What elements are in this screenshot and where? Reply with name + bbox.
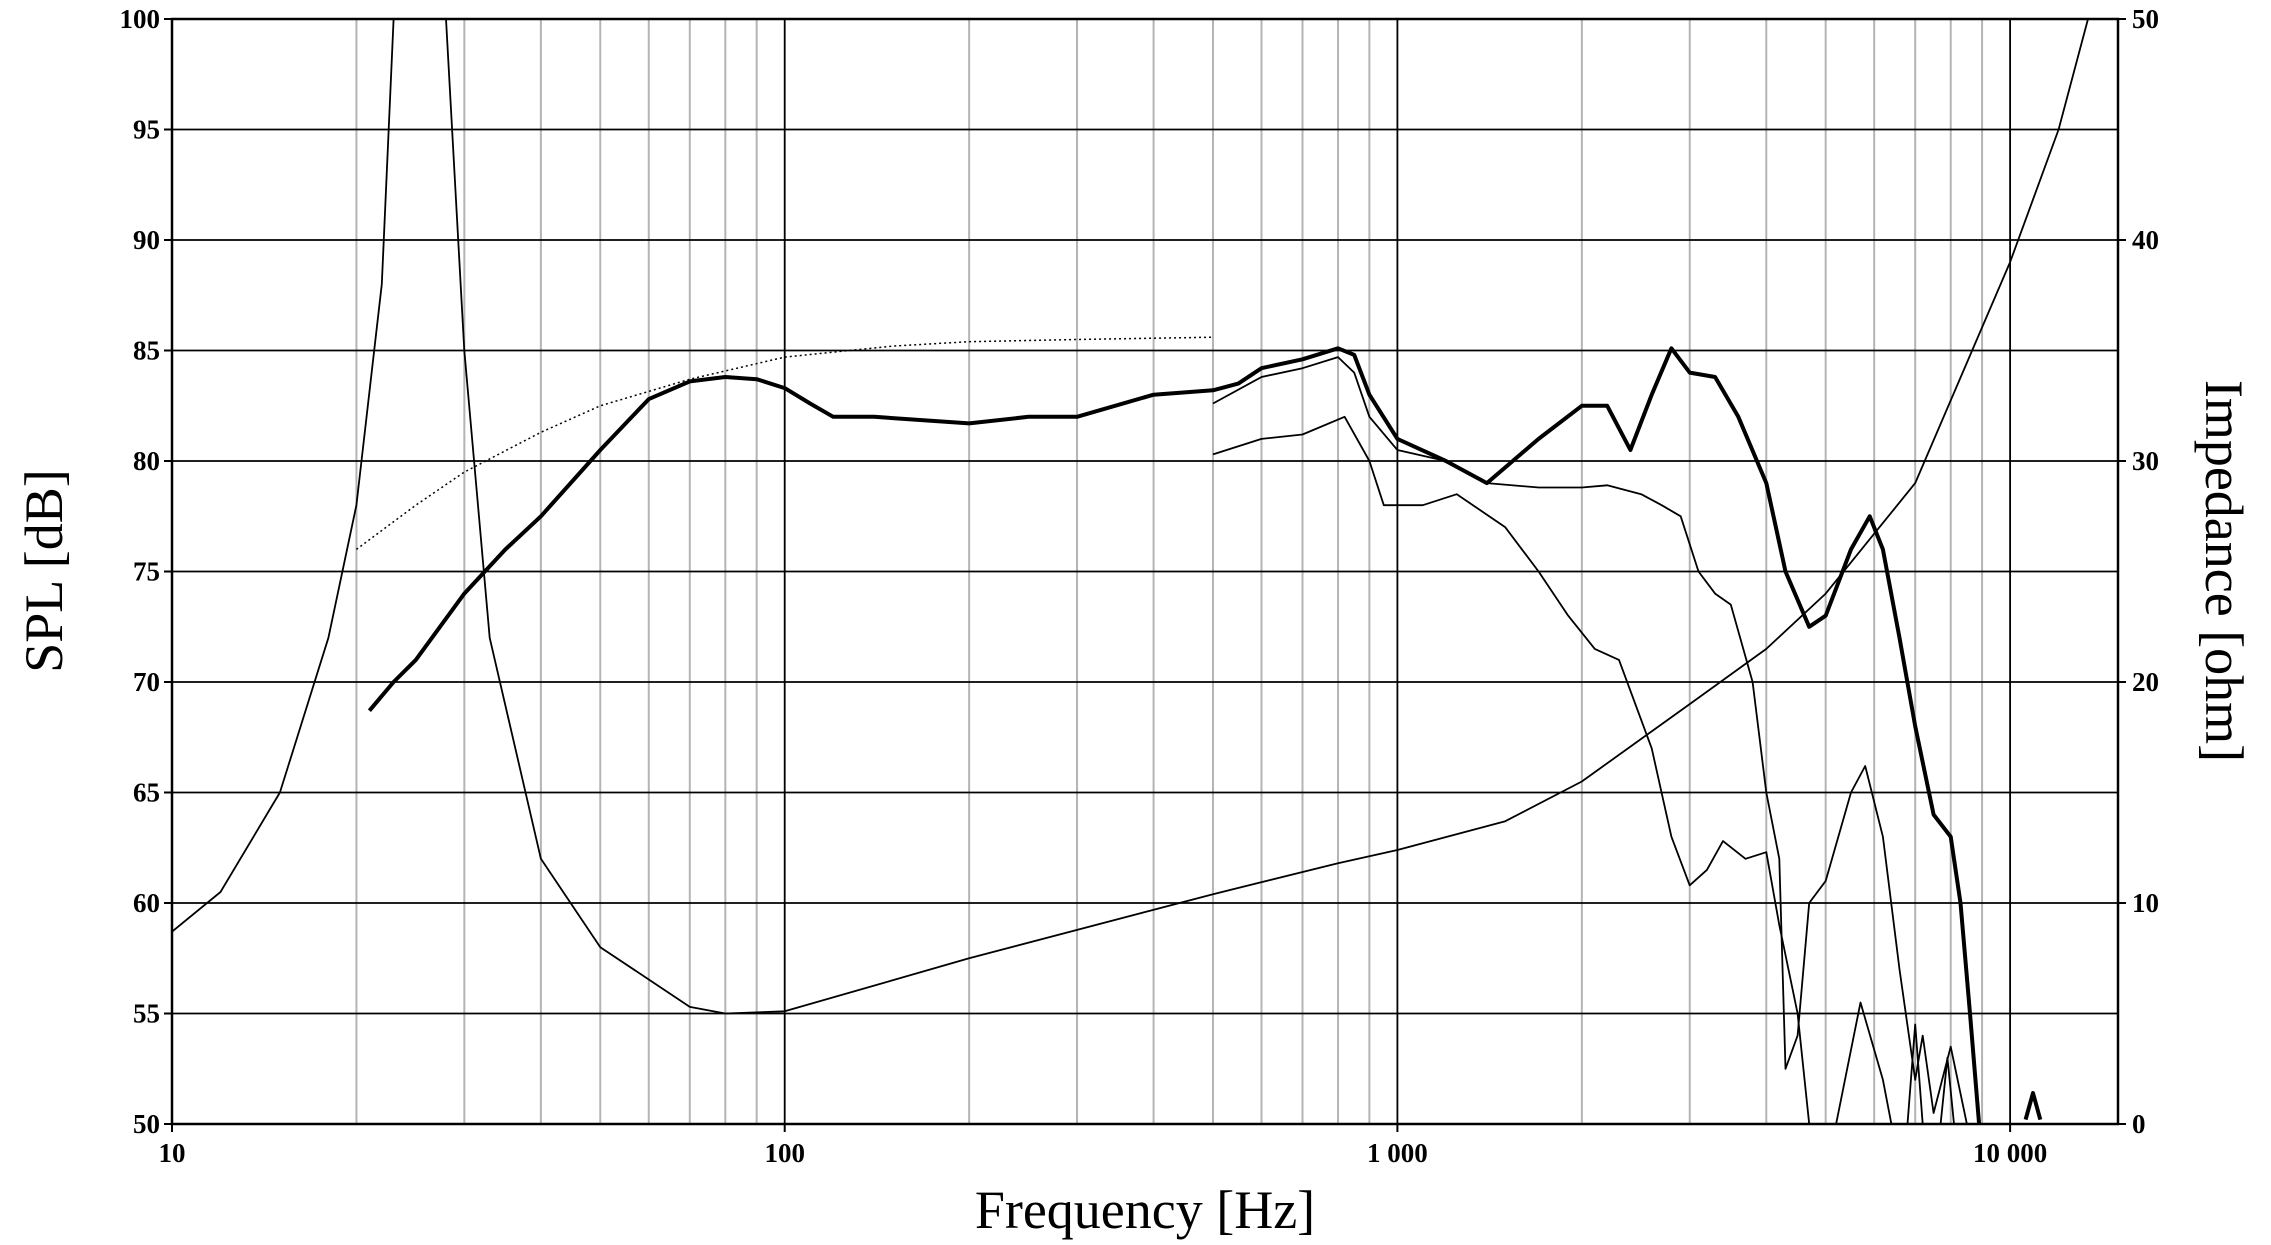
y-axis-label: SPL [dB]	[14, 469, 74, 673]
y-tick-label: 50	[133, 1109, 160, 1139]
y-tick-label: 100	[120, 4, 161, 34]
spl-line	[1212, 415, 1955, 1124]
y-tick-label: 90	[133, 225, 160, 255]
spl-line	[1212, 356, 1968, 1124]
spl-line	[367, 346, 2043, 1124]
y-tick-label: 55	[133, 999, 160, 1029]
x-axis-label: Frequency [Hz]	[975, 1180, 1315, 1240]
y2-tick-label: 0	[2132, 1109, 2146, 1139]
y2-tick-label: 10	[2132, 888, 2159, 918]
x-tick-label: 10 000	[1973, 1138, 2047, 1168]
plot-area	[172, 19, 2089, 1124]
y-tick-label: 70	[133, 667, 160, 697]
spl-line	[355, 336, 1214, 551]
y2-tick-label: 50	[2132, 4, 2159, 34]
x-tick-label: 10	[159, 1138, 186, 1168]
x-tick-label: 1 000	[1367, 1138, 1428, 1168]
y-tick-label: 60	[133, 888, 160, 918]
y2-axis-label: Impedance [ohm]	[2194, 380, 2254, 762]
y2-tick-label: 30	[2132, 446, 2159, 476]
y-tick-label: 80	[133, 446, 160, 476]
y-tick-label: 85	[133, 336, 160, 366]
y-tick-label: 95	[133, 115, 160, 145]
y2-tick-label: 20	[2132, 667, 2159, 697]
x-tick-label: 100	[764, 1138, 805, 1168]
y2-tick-label: 40	[2132, 225, 2159, 255]
impedance-line	[172, 19, 2089, 1015]
plot-frame	[170, 17, 2120, 1126]
y-tick-label: 65	[133, 778, 160, 808]
y-tick-label: 75	[133, 557, 160, 587]
